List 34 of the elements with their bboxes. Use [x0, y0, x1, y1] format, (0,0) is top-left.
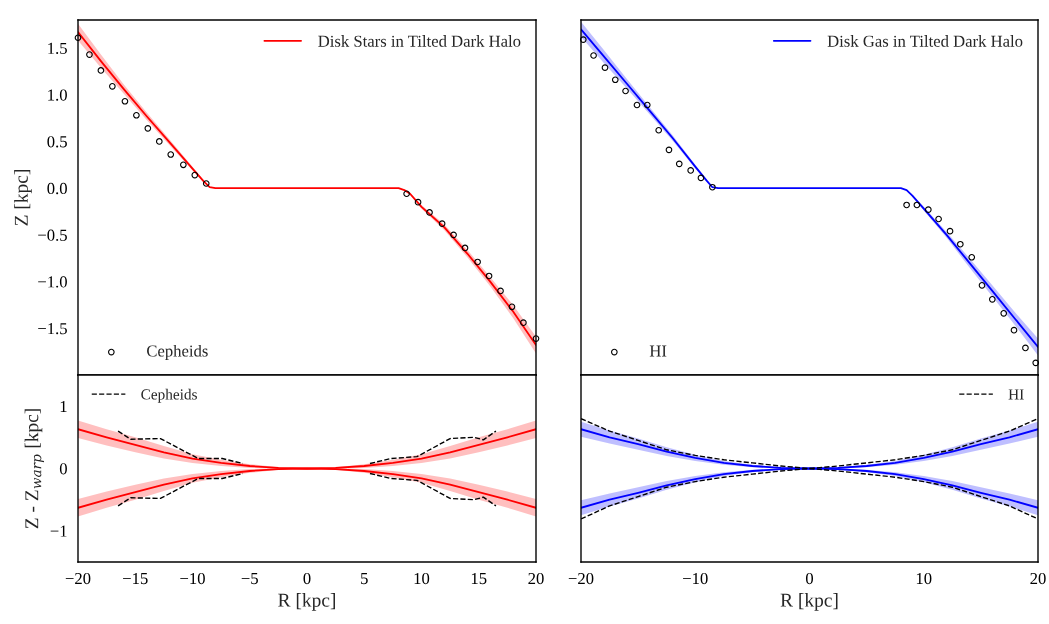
y-tick-label: 1	[60, 400, 67, 412]
x-tick-label: −10	[180, 572, 205, 585]
x-axis-title: R [kpc]	[278, 593, 335, 611]
y-tick-label: 1.5	[48, 42, 67, 55]
legend-label: Cepheids	[141, 388, 197, 403]
y-tick-label: 0.5	[47, 136, 67, 148]
y-tick-label: 0.0	[47, 182, 67, 195]
x-tick-label: 15	[471, 572, 487, 585]
x-tick-label: −5	[241, 573, 258, 585]
y-tick-label: 0	[59, 463, 67, 475]
y-tick-label: −1	[50, 525, 67, 537]
x-tick-label: −15	[123, 572, 148, 585]
x-tick-label: 0	[805, 572, 814, 585]
legend-label: Disk Stars in Tilted Dark Halo	[318, 35, 521, 47]
x-axis-title: R [kpc]	[780, 593, 838, 611]
x-tick-label: 5	[361, 573, 368, 585]
x-tick-label: −10	[683, 572, 708, 585]
y-tick-label: −0.5	[38, 229, 67, 241]
legend-label: HI	[649, 345, 667, 357]
legend-label: Disk Gas in Tilted Dark Halo	[827, 35, 1023, 47]
y-tick-label: −1.5	[38, 323, 67, 335]
x-tick-label: 0	[303, 572, 311, 585]
x-tick-label: −20	[568, 572, 594, 585]
legend-label: HI	[1008, 389, 1024, 400]
legend-label: Cepheids	[147, 344, 208, 360]
x-tick-label: 20	[528, 572, 544, 585]
y-tick-label: −1.0	[38, 276, 67, 288]
x-tick-label: 10	[414, 572, 430, 585]
x-tick-label: 10	[916, 572, 932, 585]
y-axis-title: Z - Z$_{warp}$ [kpc]	[24, 409, 45, 529]
y-tick-label: 1.0	[48, 89, 67, 101]
x-tick-label: 20	[1030, 572, 1046, 585]
y-axis-title: Z [kpc]	[14, 170, 32, 226]
x-tick-label: −20	[65, 572, 91, 585]
